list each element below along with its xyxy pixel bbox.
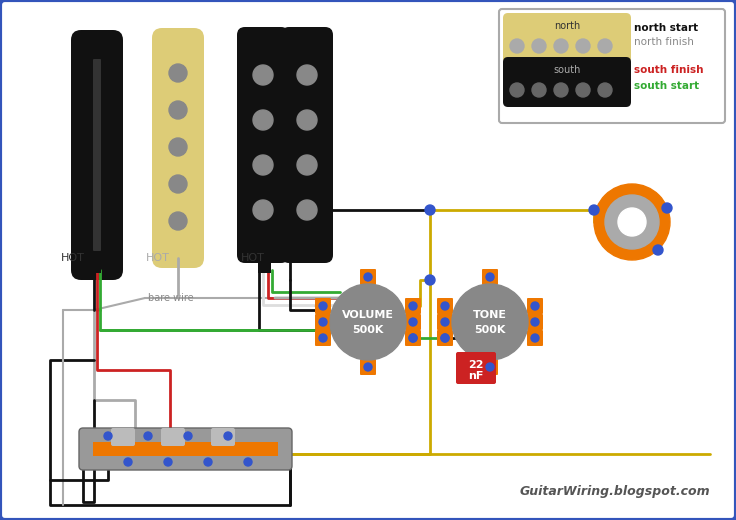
Circle shape xyxy=(330,284,406,360)
Circle shape xyxy=(409,302,417,310)
Circle shape xyxy=(425,275,435,285)
Circle shape xyxy=(441,302,449,310)
Circle shape xyxy=(532,39,546,53)
FancyBboxPatch shape xyxy=(482,359,498,375)
FancyBboxPatch shape xyxy=(211,428,235,446)
Circle shape xyxy=(598,39,612,53)
Circle shape xyxy=(618,208,646,236)
Circle shape xyxy=(184,432,192,440)
Circle shape xyxy=(441,334,449,342)
Text: 500K: 500K xyxy=(353,325,383,335)
Circle shape xyxy=(510,39,524,53)
Circle shape xyxy=(409,334,417,342)
Circle shape xyxy=(297,200,317,220)
FancyBboxPatch shape xyxy=(503,13,631,63)
Circle shape xyxy=(297,110,317,130)
Circle shape xyxy=(144,432,152,440)
Circle shape xyxy=(169,212,187,230)
FancyBboxPatch shape xyxy=(456,352,496,384)
Bar xyxy=(258,260,271,273)
FancyBboxPatch shape xyxy=(161,428,185,446)
Circle shape xyxy=(169,175,187,193)
FancyBboxPatch shape xyxy=(281,27,333,263)
Circle shape xyxy=(486,273,494,281)
FancyBboxPatch shape xyxy=(360,359,376,375)
FancyBboxPatch shape xyxy=(111,428,135,446)
FancyBboxPatch shape xyxy=(437,330,453,346)
Circle shape xyxy=(124,458,132,466)
Circle shape xyxy=(594,184,670,260)
Text: south: south xyxy=(553,65,581,75)
FancyBboxPatch shape xyxy=(499,9,725,123)
FancyBboxPatch shape xyxy=(405,330,421,346)
Text: 22: 22 xyxy=(468,360,484,370)
Circle shape xyxy=(452,284,528,360)
Circle shape xyxy=(253,65,273,85)
FancyBboxPatch shape xyxy=(437,298,453,314)
Circle shape xyxy=(554,83,568,97)
Circle shape xyxy=(409,318,417,326)
FancyBboxPatch shape xyxy=(71,30,123,280)
Circle shape xyxy=(169,64,187,82)
Circle shape xyxy=(224,432,232,440)
Text: TONE: TONE xyxy=(473,310,507,320)
Circle shape xyxy=(253,155,273,175)
FancyBboxPatch shape xyxy=(360,269,376,285)
Circle shape xyxy=(409,334,417,342)
Circle shape xyxy=(653,245,663,255)
Circle shape xyxy=(531,334,539,342)
Text: HOT: HOT xyxy=(241,253,265,263)
Circle shape xyxy=(441,318,449,326)
FancyBboxPatch shape xyxy=(482,269,498,285)
Text: bare wire: bare wire xyxy=(148,293,194,303)
Circle shape xyxy=(319,318,327,326)
Circle shape xyxy=(486,363,494,371)
Text: nF: nF xyxy=(468,371,484,381)
Circle shape xyxy=(104,432,112,440)
Circle shape xyxy=(532,83,546,97)
FancyBboxPatch shape xyxy=(405,298,421,314)
Text: south start: south start xyxy=(634,81,699,91)
Circle shape xyxy=(576,39,590,53)
Bar xyxy=(88,260,101,273)
FancyBboxPatch shape xyxy=(527,298,543,314)
Circle shape xyxy=(253,110,273,130)
FancyBboxPatch shape xyxy=(152,28,204,268)
Circle shape xyxy=(319,334,327,342)
Text: HOT: HOT xyxy=(146,253,170,263)
FancyBboxPatch shape xyxy=(237,27,289,263)
Text: GuitarWiring.blogspot.com: GuitarWiring.blogspot.com xyxy=(520,485,710,498)
Circle shape xyxy=(576,83,590,97)
Text: north finish: north finish xyxy=(634,37,694,47)
FancyBboxPatch shape xyxy=(527,314,543,330)
Text: south finish: south finish xyxy=(634,65,704,75)
Circle shape xyxy=(253,200,273,220)
FancyBboxPatch shape xyxy=(503,57,631,107)
FancyBboxPatch shape xyxy=(93,59,101,251)
Text: north start: north start xyxy=(634,23,698,33)
Circle shape xyxy=(364,273,372,281)
Circle shape xyxy=(662,203,672,213)
FancyBboxPatch shape xyxy=(79,428,292,470)
FancyBboxPatch shape xyxy=(437,314,453,330)
Text: 500K: 500K xyxy=(474,325,506,335)
Circle shape xyxy=(297,155,317,175)
Circle shape xyxy=(441,334,449,342)
Bar xyxy=(93,442,278,456)
Circle shape xyxy=(531,302,539,310)
Circle shape xyxy=(297,65,317,85)
Circle shape xyxy=(605,195,659,249)
Circle shape xyxy=(319,302,327,310)
Circle shape xyxy=(510,83,524,97)
Circle shape xyxy=(244,458,252,466)
Circle shape xyxy=(364,363,372,371)
Circle shape xyxy=(531,318,539,326)
Text: VOLUME: VOLUME xyxy=(342,310,394,320)
Circle shape xyxy=(169,101,187,119)
Circle shape xyxy=(589,205,599,215)
Circle shape xyxy=(598,83,612,97)
Circle shape xyxy=(554,39,568,53)
Circle shape xyxy=(425,205,435,215)
FancyBboxPatch shape xyxy=(315,298,331,314)
